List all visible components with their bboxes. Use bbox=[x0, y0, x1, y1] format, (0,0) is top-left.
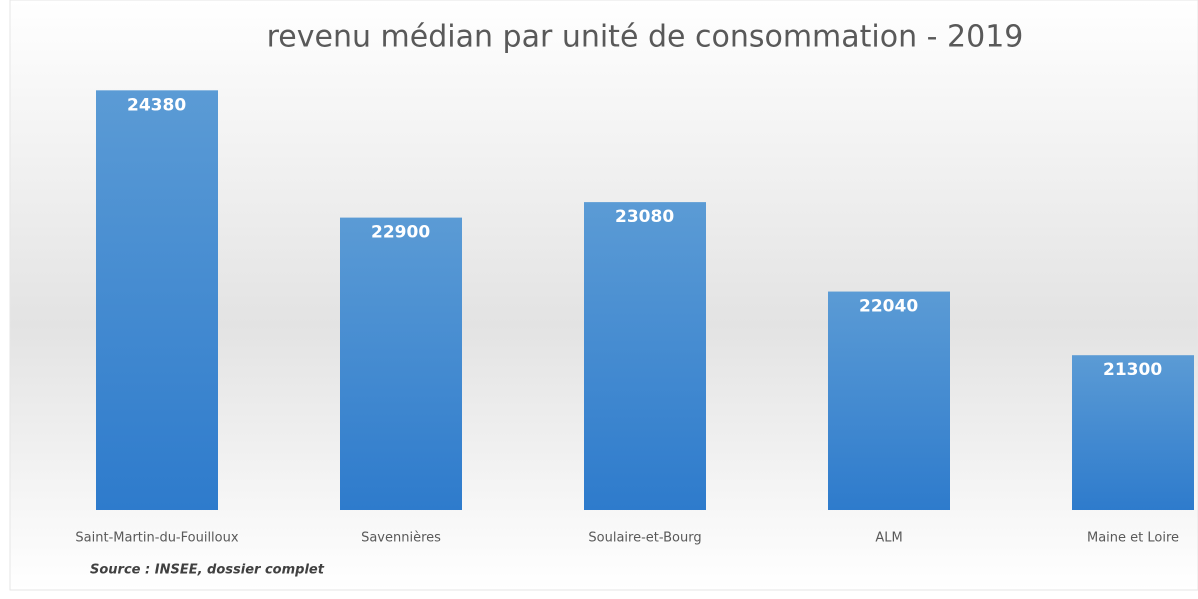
bar bbox=[96, 90, 218, 510]
x-tick-label: Maine et Loire bbox=[1087, 531, 1179, 546]
chart-title: revenu médian par unité de consommation … bbox=[267, 20, 1024, 55]
data-label: 22900 bbox=[371, 223, 430, 243]
x-tick-label: Savennières bbox=[361, 531, 441, 546]
data-label: 24380 bbox=[127, 95, 186, 115]
bar bbox=[1072, 355, 1194, 510]
bar bbox=[584, 202, 706, 510]
source-note: Source : INSEE, dossier complet bbox=[90, 563, 325, 578]
data-label: 21300 bbox=[1103, 360, 1162, 380]
bar bbox=[828, 291, 950, 510]
x-tick-label: ALM bbox=[875, 531, 902, 546]
bar bbox=[340, 217, 462, 510]
data-label: 22040 bbox=[859, 297, 918, 317]
x-tick-label: Soulaire-et-Bourg bbox=[588, 531, 701, 546]
data-label: 23080 bbox=[615, 207, 674, 227]
x-tick-label: Saint-Martin-du-Fouilloux bbox=[75, 531, 238, 546]
